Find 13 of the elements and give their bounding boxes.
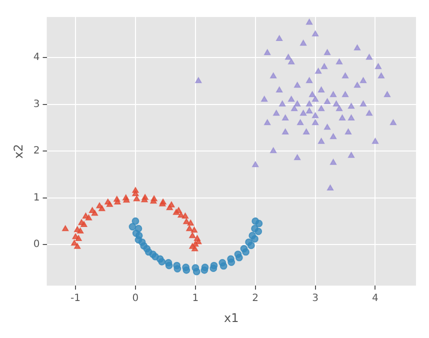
x-tick-label: 1 — [192, 293, 199, 304]
y-tick-label: 0 — [33, 239, 40, 250]
y-tick-label: 4 — [33, 52, 40, 64]
y-tick-label: 3 — [33, 98, 40, 110]
x-tick-label: 4 — [372, 293, 378, 304]
y-tick-label: 2 — [33, 146, 40, 157]
x-tick-label: 3 — [312, 293, 318, 304]
x-tick-label: -1 — [70, 293, 81, 304]
x-axis-title: x1 — [224, 310, 239, 325]
y-tick-label: 1 — [33, 192, 40, 204]
x-tick-label: 2 — [252, 293, 259, 304]
x-tick-label: 0 — [132, 293, 139, 304]
y-axis-title: x2 — [11, 144, 26, 159]
